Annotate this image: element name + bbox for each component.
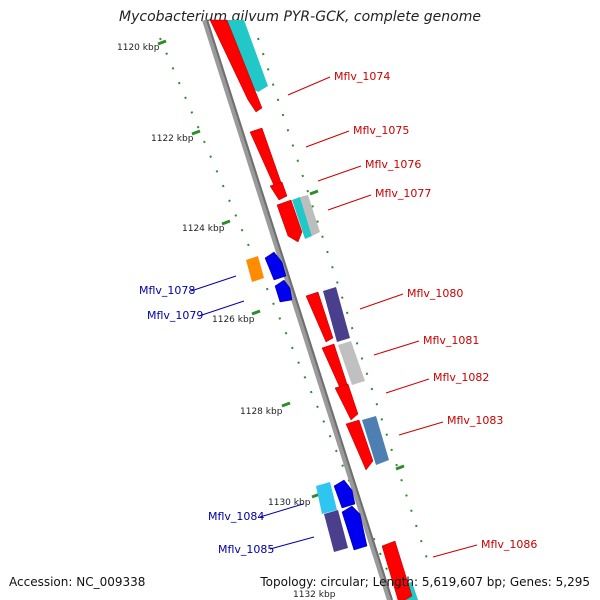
cog-bar-slate-1085: [324, 510, 348, 552]
gene-label-mflv-1076: Mflv_1076: [365, 158, 421, 171]
gene-arrow-mflv-1078: [264, 251, 287, 281]
kbp-label-1122: 1122 kbp: [151, 134, 194, 144]
kbp-label-1120: 1120 kbp: [117, 43, 160, 53]
map-title: Mycobacterium gilvum PYR-GCK, complete g…: [119, 9, 481, 25]
cog-bar-cyan-1077: [292, 197, 312, 239]
kbp-label-1132: 1132 kbp: [293, 590, 336, 600]
cog-bar-gray-1077: [300, 195, 320, 236]
cog-bar-gray-1081: [338, 341, 365, 385]
gene-arrow-mflv-1080: [305, 291, 334, 343]
tick-ring-left: [159, 37, 401, 600]
gene-label-mflv-1085: Mflv_1085: [218, 543, 274, 556]
genome-backbone: [202, 19, 393, 600]
kbp-label-1126: 1126 kbp: [212, 315, 255, 325]
gene-arrow-mflv-1076: [269, 181, 288, 201]
gene-arrow-mflv-1074: [209, 19, 263, 113]
forward-genes: [209, 19, 413, 600]
cog-bar-cyan-1074: [225, 20, 268, 92]
gene-label-mflv-1080: Mflv_1080: [407, 287, 463, 300]
gene-label-mflv-1075: Mflv_1075: [353, 124, 409, 137]
gene-label-mflv-1078: Mflv_1078: [139, 284, 195, 297]
gene-arrow-mflv-1082: [334, 383, 359, 421]
tick-ring-right: [257, 37, 431, 569]
gene-label-mflv-1082: Mflv_1082: [433, 371, 489, 384]
kbp-label-1124: 1124 kbp: [182, 224, 225, 234]
forward-label-lines: [287, 76, 478, 558]
gene-label-mflv-1083: Mflv_1083: [447, 414, 503, 427]
gene-label-mflv-1084: Mflv_1084: [208, 510, 264, 523]
gene-label-mflv-1081: Mflv_1081: [423, 334, 479, 347]
genome-summary: Topology: circular; Length: 5,619,607 bp…: [260, 575, 590, 589]
kbp-tick-marks: [157, 39, 405, 499]
gene-label-mflv-1074: Mflv_1074: [334, 70, 390, 83]
gene-arrow-mflv-1086: [381, 540, 413, 600]
gene-arrow-mflv-1083: [345, 419, 374, 471]
gene-arrow-mflv-1085: [341, 505, 368, 551]
gene-label-mflv-1086: Mflv_1086: [481, 538, 537, 551]
cog-bar-orange-1078: [246, 256, 264, 282]
kbp-label-1130: 1130 kbp: [268, 498, 311, 508]
reverse-label-lines: [190, 275, 315, 550]
gene-label-mflv-1079: Mflv_1079: [147, 309, 203, 322]
cog-bar-steel-1083: [362, 416, 389, 465]
gene-arrow-mflv-1081: [321, 343, 348, 389]
gene-label-mflv-1077: Mflv_1077: [375, 187, 431, 200]
cog-bar-slate-1080: [323, 287, 350, 342]
gene-arrow-mflv-1077: [276, 199, 303, 243]
reverse-genes: [264, 251, 368, 551]
gene-arrow-mflv-1079: [274, 279, 293, 303]
accession-label: Accession: NC_009338: [9, 575, 146, 589]
kbp-label-1128: 1128 kbp: [240, 407, 283, 417]
gene-arrow-mflv-1084: [333, 479, 356, 509]
cog-bar-skyblue-1084: [316, 482, 337, 514]
